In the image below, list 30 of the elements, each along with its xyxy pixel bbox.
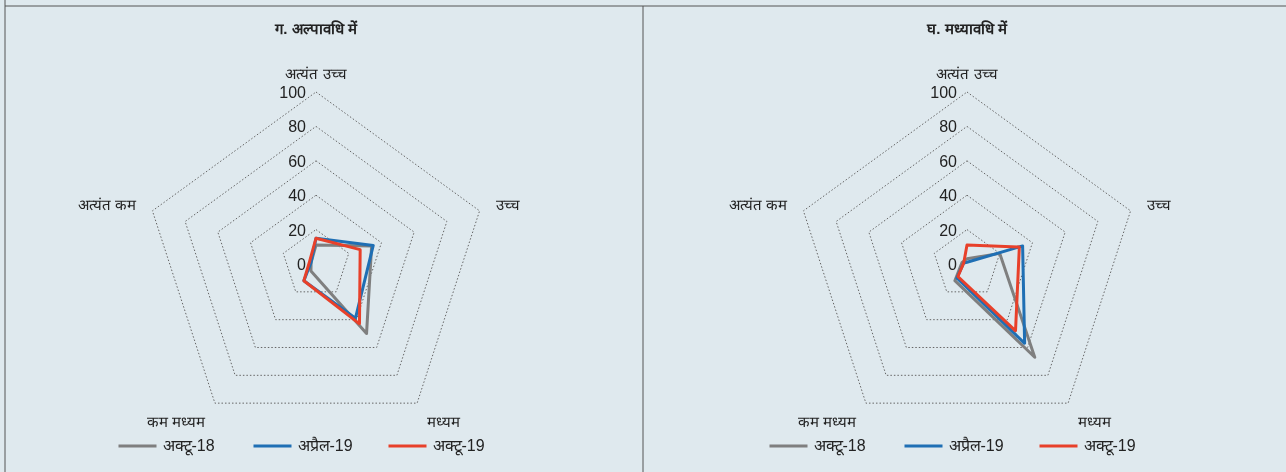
spoke-label: कम मध्यम [146, 413, 206, 431]
y-tick-label: 100 [279, 84, 307, 101]
spoke-label: मध्यम [1078, 413, 1113, 431]
y-tick-label: 40 [939, 187, 958, 205]
legend-label: अप्रैल-19 [948, 436, 1004, 454]
y-tick-label: 0 [297, 256, 307, 273]
y-tick-label: 0 [948, 256, 958, 273]
legend-label: अक्टू-18 [162, 437, 215, 456]
spoke-label: अत्यंत कम [77, 195, 138, 213]
spoke-label: मध्यम [427, 413, 462, 431]
y-tick-label: 80 [288, 118, 307, 136]
y-tick-label: 20 [288, 221, 307, 239]
y-tick-label: 100 [930, 84, 958, 101]
y-tick-label: 60 [939, 152, 958, 170]
spoke-label: उच्च [1146, 195, 1171, 213]
legend-label: अक्टू-18 [813, 437, 866, 456]
y-tick-label: 40 [288, 187, 307, 205]
legend-label: अक्टू-19 [432, 437, 485, 456]
spoke-label: अत्यंत कम [728, 195, 789, 213]
legend-label: अक्टू-19 [1083, 437, 1136, 456]
spoke-label: अत्यंत उच्च [936, 64, 998, 82]
y-tick-label: 20 [939, 221, 958, 239]
chart-title: ग. अल्पावधि में [274, 20, 358, 37]
spoke-label: उच्च [495, 195, 520, 213]
spoke-label: कम मध्यम [797, 413, 857, 431]
spoke-label: अत्यंत उच्च [285, 64, 347, 82]
y-tick-label: 80 [939, 118, 958, 136]
chart-title: घ. मध्यावधि में [926, 20, 1008, 37]
y-tick-label: 60 [288, 152, 307, 170]
legend-label: अप्रैल-19 [297, 436, 353, 454]
